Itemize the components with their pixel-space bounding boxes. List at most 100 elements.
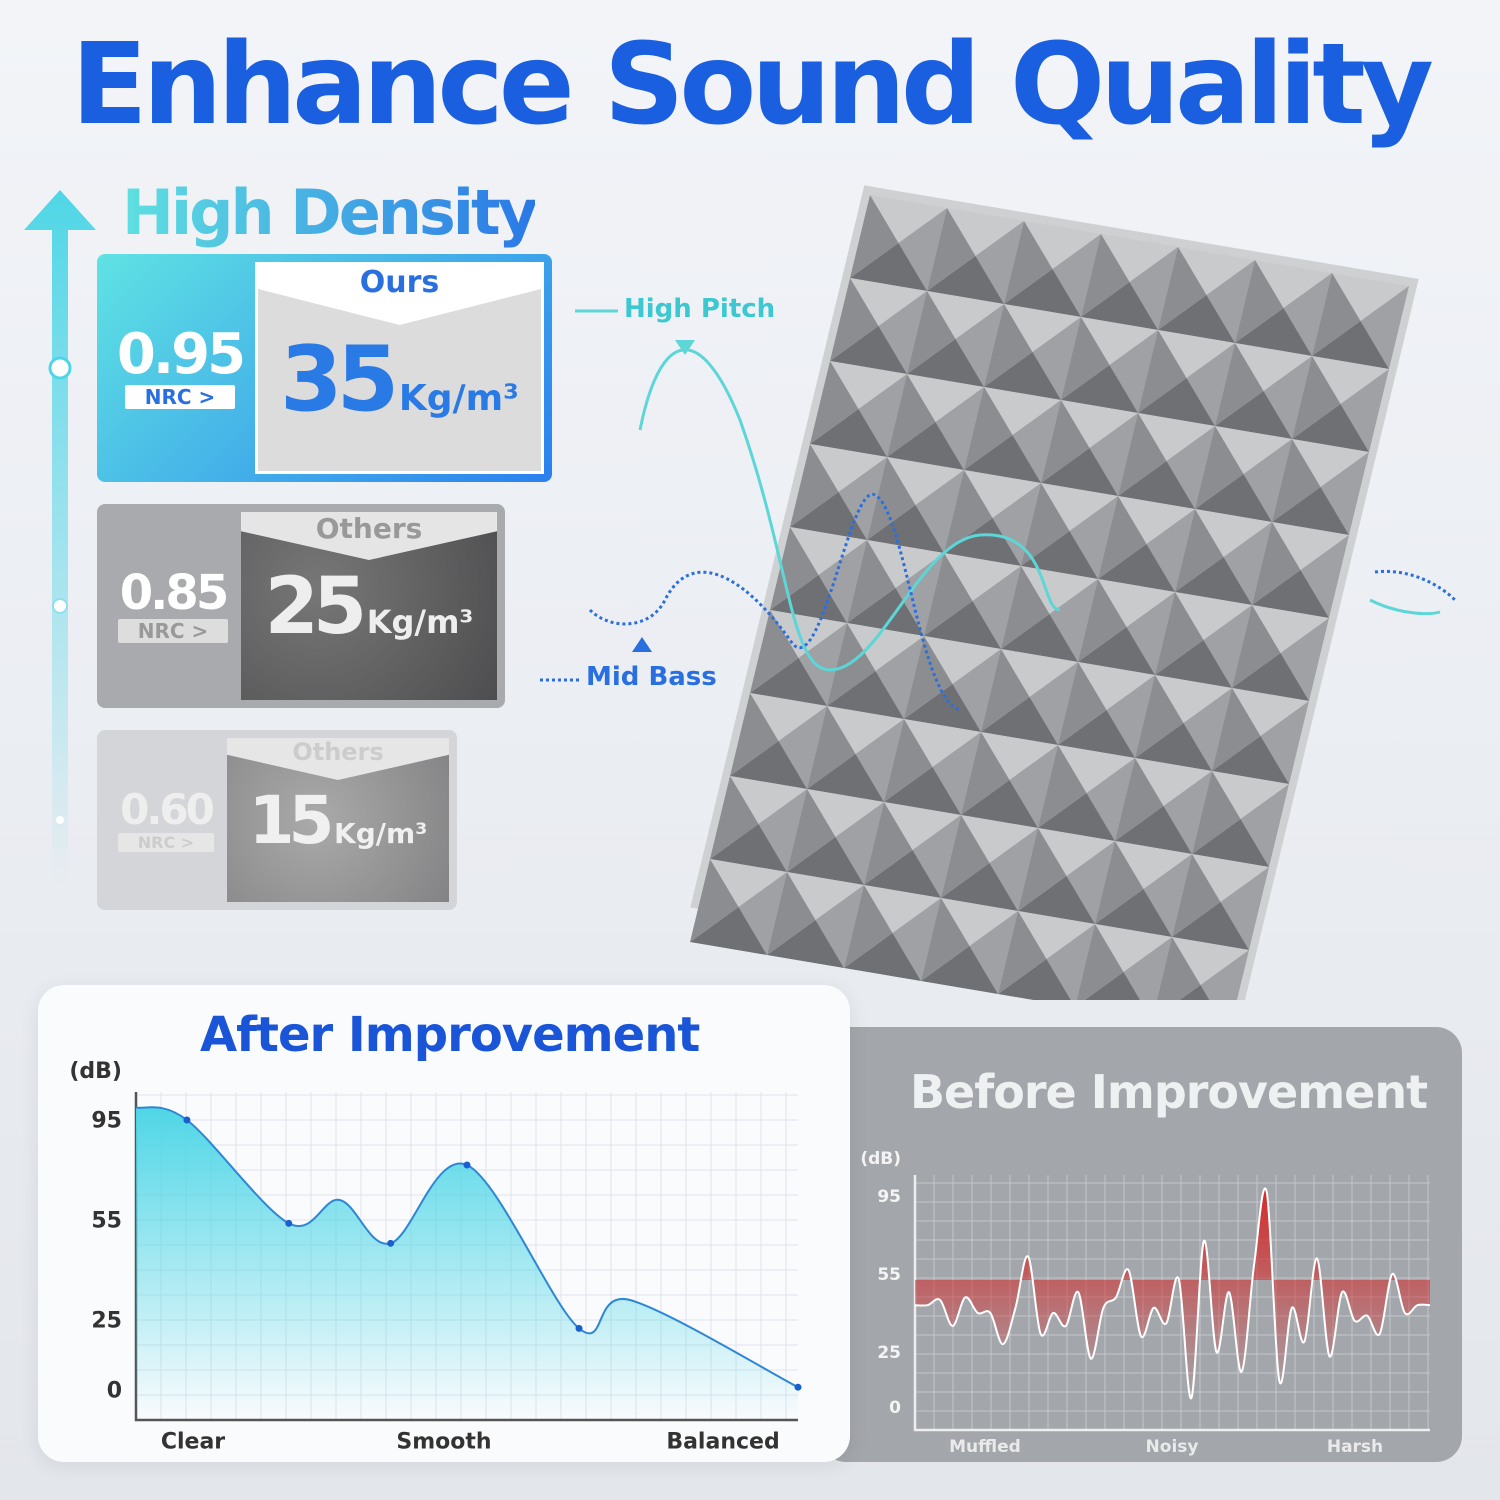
foam-pyramid-face <box>921 898 970 981</box>
foam-pyramid-face <box>924 553 973 636</box>
foam-pyramid-face <box>807 754 884 802</box>
foam-pyramid-face <box>1155 675 1232 723</box>
foam-pyramid-face <box>1078 662 1155 710</box>
foam-pyramid-face <box>850 243 927 291</box>
x-category-label: Clear <box>161 1430 225 1455</box>
foam-pyramid-face <box>1118 496 1195 544</box>
foam-pyramid-face <box>935 387 984 470</box>
foam-pyramid-face <box>864 802 913 885</box>
foam-pyramid-face <box>1049 579 1098 662</box>
foam-pyramid-face <box>1009 745 1058 828</box>
foam-pyramid-face <box>892 898 941 981</box>
foam-pyramid-face <box>981 697 1058 745</box>
foam-pyramid-face <box>907 374 984 422</box>
foam-pyramid-face <box>1178 247 1255 295</box>
foam-pyramid-face <box>870 195 947 243</box>
foam-pyramid-face <box>1058 662 1107 745</box>
foam-pyramid-face <box>867 457 916 540</box>
foam-pyramid-face <box>1158 295 1235 343</box>
foam-pyramid-face <box>1235 343 1312 391</box>
foam-pyramid-face <box>838 457 887 540</box>
high-pitch-label: High Pitch <box>624 294 776 324</box>
foam-pyramid-face <box>790 492 867 540</box>
foam-pyramid-face <box>944 553 1021 601</box>
x-category-label: Smooth <box>396 1430 491 1455</box>
foam-pyramid-face <box>1041 400 1090 483</box>
foam-pyramid-face <box>1058 710 1135 758</box>
foam-pyramid-face <box>887 374 936 457</box>
foam-pyramid-face <box>1106 675 1155 758</box>
nrc-label: NRC > <box>124 385 236 409</box>
foam-pyramid-face <box>827 671 904 719</box>
foam-pyramid-face <box>1101 234 1178 282</box>
foam-pyramid-face <box>947 208 1024 256</box>
after-title: After Improvement <box>200 1007 700 1063</box>
foam-pyramid-face <box>1052 234 1101 317</box>
foam-pyramid-face <box>1078 579 1127 662</box>
foam-pyramid-face <box>810 361 859 444</box>
foam-pyramid-face <box>1001 614 1078 662</box>
foam-pyramid-face <box>875 636 924 719</box>
foam-pyramid-face <box>1255 260 1332 308</box>
foam-pyramid-face <box>1172 854 1221 937</box>
foam-pyramid-face <box>1081 234 1130 317</box>
after-chart: (dB) 95 55 25 0 Clear Smooth Balanced <box>69 1059 802 1455</box>
foam-pyramid-face <box>1018 828 1067 911</box>
foam-pyramid-face <box>921 946 998 994</box>
mid-bass-wave-tail <box>1374 569 1457 602</box>
foam-pyramid-face <box>1078 627 1155 675</box>
foam-pyramid-face <box>1243 439 1292 522</box>
foam-pyramid-face <box>690 859 739 942</box>
foam-pyramid-face <box>1220 867 1269 950</box>
y-tick-label: 95 <box>91 1109 122 1134</box>
acoustic-foam-panel <box>690 185 1419 1000</box>
foam-pyramid-face <box>1155 592 1204 675</box>
foam-pyramid-face <box>1086 758 1135 841</box>
foam-pyramid-face <box>1061 317 1110 400</box>
foam-pyramid-face <box>1332 273 1409 321</box>
y-tick-label: 55 <box>877 1265 901 1285</box>
foam-pyramid-face <box>787 789 836 872</box>
high-pitch-marker-icon <box>675 340 695 355</box>
foam-pyramid-face <box>1179 985 1210 1000</box>
foam-pyramid-face <box>1183 688 1232 771</box>
nrc-value: 0.95 <box>116 322 246 387</box>
foam-pyramid-face <box>904 719 981 767</box>
foam-pyramid-face <box>998 959 1071 1000</box>
foam-pyramid-face <box>1123 937 1172 1000</box>
density-card-others-15: 0.60 NRC > Others 15 Kg/m³ <box>97 730 457 910</box>
foam-pyramid-face <box>907 339 984 387</box>
foam-pyramid-face <box>1109 330 1158 413</box>
foam-pyramid-face <box>767 920 844 968</box>
page-title: Enhance Sound Quality <box>71 20 1434 150</box>
nrc-label: NRC > <box>117 832 215 852</box>
x-category-label: Noisy <box>1146 1437 1199 1457</box>
foam-pyramid-face <box>1135 675 1184 758</box>
foam-pyramid-face <box>975 221 1024 304</box>
foam-pyramid-face <box>690 907 767 955</box>
foam-pyramid-face <box>1215 343 1264 426</box>
foam-pyramid-face <box>1195 509 1272 557</box>
foam-pyramid-face <box>1115 758 1164 841</box>
foam-pyramid-face <box>1212 688 1261 771</box>
foam-pyramid-face <box>904 684 981 732</box>
foam-pyramid-face <box>964 435 1041 483</box>
foam-pyramid-face <box>815 885 864 968</box>
foam-pyramid-face <box>1252 605 1329 653</box>
foam-pyramid-face <box>798 623 847 706</box>
foam-pyramid-face <box>927 256 1004 304</box>
foam-pyramid-face <box>850 278 927 326</box>
foam-pyramid-face <box>878 291 927 374</box>
foam-pyramid-face <box>1192 771 1241 854</box>
foam-pyramid-face <box>1001 566 1050 649</box>
foam-pyramid-face <box>964 387 1013 470</box>
foam-pyramid-face <box>1004 221 1053 304</box>
foam-pyramid-face <box>835 802 884 885</box>
foam-pyramid-face <box>847 588 924 636</box>
foam-pyramid-face <box>1292 439 1369 487</box>
foam-pyramid-face <box>927 208 976 291</box>
foam-pyramid-face <box>858 374 907 457</box>
foam-pyramid-face <box>770 527 819 610</box>
data-point <box>183 1116 191 1124</box>
density-value: 35 <box>280 327 399 432</box>
